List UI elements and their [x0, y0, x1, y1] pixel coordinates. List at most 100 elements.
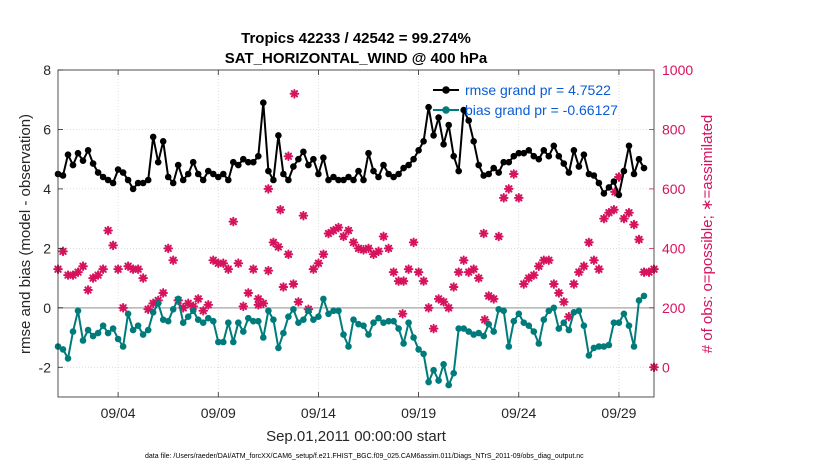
obs-point: [263, 265, 274, 276]
bias-point: [580, 322, 588, 330]
bias-point: [159, 316, 167, 324]
obs-point: [398, 276, 409, 286]
bias-point: [475, 329, 483, 337]
obs-point: [98, 264, 108, 274]
bias-point: [600, 343, 608, 350]
rmse-point: [330, 173, 337, 181]
obs-point: [448, 282, 459, 292]
rmse-point: [410, 155, 417, 163]
bias-point: [620, 310, 628, 318]
bias-point: [69, 328, 77, 335]
bias-point: [285, 313, 292, 321]
obs-point: [584, 237, 594, 248]
rmse-point: [390, 173, 397, 181]
obs-point: [108, 240, 118, 251]
y-left-tick-label: 4: [43, 181, 51, 197]
bias-point: [565, 326, 573, 334]
obs-point: [589, 255, 599, 266]
bias-point: [99, 322, 107, 330]
bias-point: [139, 331, 147, 338]
rmse-point: [265, 167, 272, 175]
obs-point: [479, 314, 490, 325]
rmse-point: [285, 176, 292, 184]
rmse-point: [194, 170, 202, 178]
bias-point: [490, 328, 498, 335]
rmse-point: [129, 185, 137, 193]
bias-point: [480, 332, 488, 340]
obs-point: [163, 243, 173, 254]
obs-point: [275, 204, 286, 215]
y-left-tick-label: 6: [43, 121, 51, 137]
bias-point: [154, 300, 162, 307]
obs-point: [198, 305, 209, 316]
rmse-point: [385, 170, 392, 178]
bias-point: [380, 319, 387, 327]
obs-point: [283, 249, 294, 260]
obs-point: [273, 242, 284, 252]
rmse-point: [119, 169, 127, 176]
bias-point: [225, 319, 232, 327]
rmse-point: [480, 172, 488, 179]
x-tick-label: 09/24: [501, 405, 536, 421]
y-right-tick-label: 1000: [662, 62, 693, 78]
rmse-point: [545, 152, 553, 160]
bias-point: [199, 319, 207, 327]
bias-point: [345, 343, 352, 350]
bias-point: [179, 319, 187, 327]
rmse-point: [515, 149, 523, 157]
bias-point: [340, 331, 347, 338]
bias-point: [625, 322, 633, 330]
rmse-point: [154, 158, 162, 166]
bias-point: [265, 307, 272, 315]
rmse-point: [189, 158, 197, 166]
obs-point: [223, 264, 234, 274]
rmse-point: [510, 152, 518, 160]
rmse-point: [144, 176, 152, 184]
rmse-point: [99, 173, 107, 181]
rmse-point: [450, 152, 458, 160]
bias-point: [64, 355, 72, 362]
obs-point: [594, 264, 604, 274]
obs-point: [233, 258, 244, 269]
rmse-point: [465, 117, 473, 124]
obs-point: [103, 225, 113, 236]
rmse-point: [59, 172, 67, 179]
bias-point: [445, 381, 453, 389]
obs-point: [508, 169, 519, 179]
obs-point: [569, 279, 579, 289]
bias-point: [220, 338, 227, 346]
rmse-point: [164, 173, 172, 181]
obs-point: [397, 308, 408, 319]
bias-point: [460, 325, 468, 332]
rmse-point: [134, 179, 142, 187]
rmse-point: [169, 179, 177, 187]
rmse-point: [580, 151, 588, 158]
obs-point: [513, 193, 524, 203]
rmse-point: [420, 138, 427, 145]
bias-point: [410, 334, 417, 341]
bias-line: [57, 295, 645, 387]
bias-point: [119, 343, 127, 350]
bias-point: [520, 319, 528, 327]
legend-bias-marker: [442, 106, 450, 114]
rmse-point: [84, 147, 92, 154]
obs-point: [338, 231, 349, 242]
obs-point: [408, 237, 419, 248]
obs-point: [113, 264, 123, 274]
obs-point: [118, 303, 128, 313]
rmse-point: [570, 147, 578, 154]
chart-title: Tropics 42233 / 42542 = 99.274%: [241, 30, 471, 47]
rmse-point: [184, 170, 192, 178]
bias-point: [540, 316, 548, 324]
obs-point: [243, 288, 254, 298]
bias-point: [455, 325, 463, 332]
y-axis-right-ticks: 0 200 400 600 800 1000: [649, 62, 693, 375]
y-left-tick-label: 8: [43, 62, 51, 78]
obs-point: [193, 294, 204, 304]
rmse-point: [305, 161, 312, 169]
x-tick-label: 09/29: [601, 405, 636, 421]
bias-point: [465, 328, 473, 335]
y-axis-left-label: rmse and bias (model - observation): [17, 114, 34, 354]
bias-point: [615, 319, 623, 327]
bias-point: [74, 307, 82, 315]
